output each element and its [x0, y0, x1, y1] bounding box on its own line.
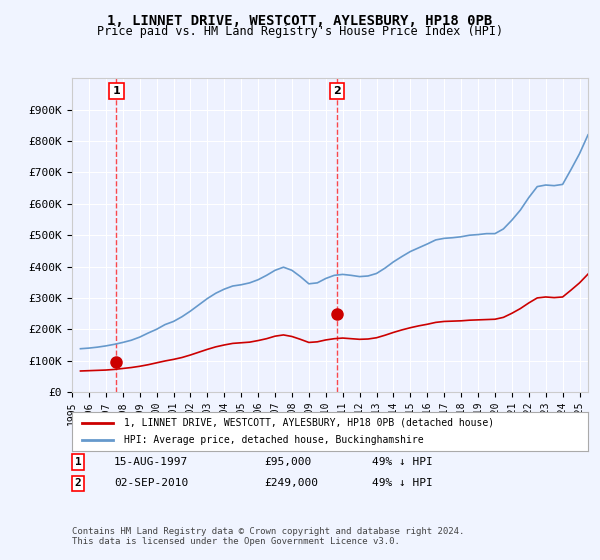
Text: £95,000: £95,000: [264, 457, 311, 467]
Text: HPI: Average price, detached house, Buckinghamshire: HPI: Average price, detached house, Buck…: [124, 435, 423, 445]
Text: 49% ↓ HPI: 49% ↓ HPI: [372, 457, 433, 467]
Text: 49% ↓ HPI: 49% ↓ HPI: [372, 478, 433, 488]
Text: 15-AUG-1997: 15-AUG-1997: [114, 457, 188, 467]
Text: 1: 1: [112, 86, 120, 96]
Text: 1, LINNET DRIVE, WESTCOTT, AYLESBURY, HP18 0PB: 1, LINNET DRIVE, WESTCOTT, AYLESBURY, HP…: [107, 14, 493, 28]
Text: Contains HM Land Registry data © Crown copyright and database right 2024.
This d: Contains HM Land Registry data © Crown c…: [72, 526, 464, 546]
Text: 2: 2: [74, 478, 82, 488]
Text: 1, LINNET DRIVE, WESTCOTT, AYLESBURY, HP18 0PB (detached house): 1, LINNET DRIVE, WESTCOTT, AYLESBURY, HP…: [124, 418, 494, 428]
Text: 2: 2: [333, 86, 341, 96]
Text: 1: 1: [74, 457, 82, 467]
Text: 02-SEP-2010: 02-SEP-2010: [114, 478, 188, 488]
Text: Price paid vs. HM Land Registry's House Price Index (HPI): Price paid vs. HM Land Registry's House …: [97, 25, 503, 38]
Text: £249,000: £249,000: [264, 478, 318, 488]
